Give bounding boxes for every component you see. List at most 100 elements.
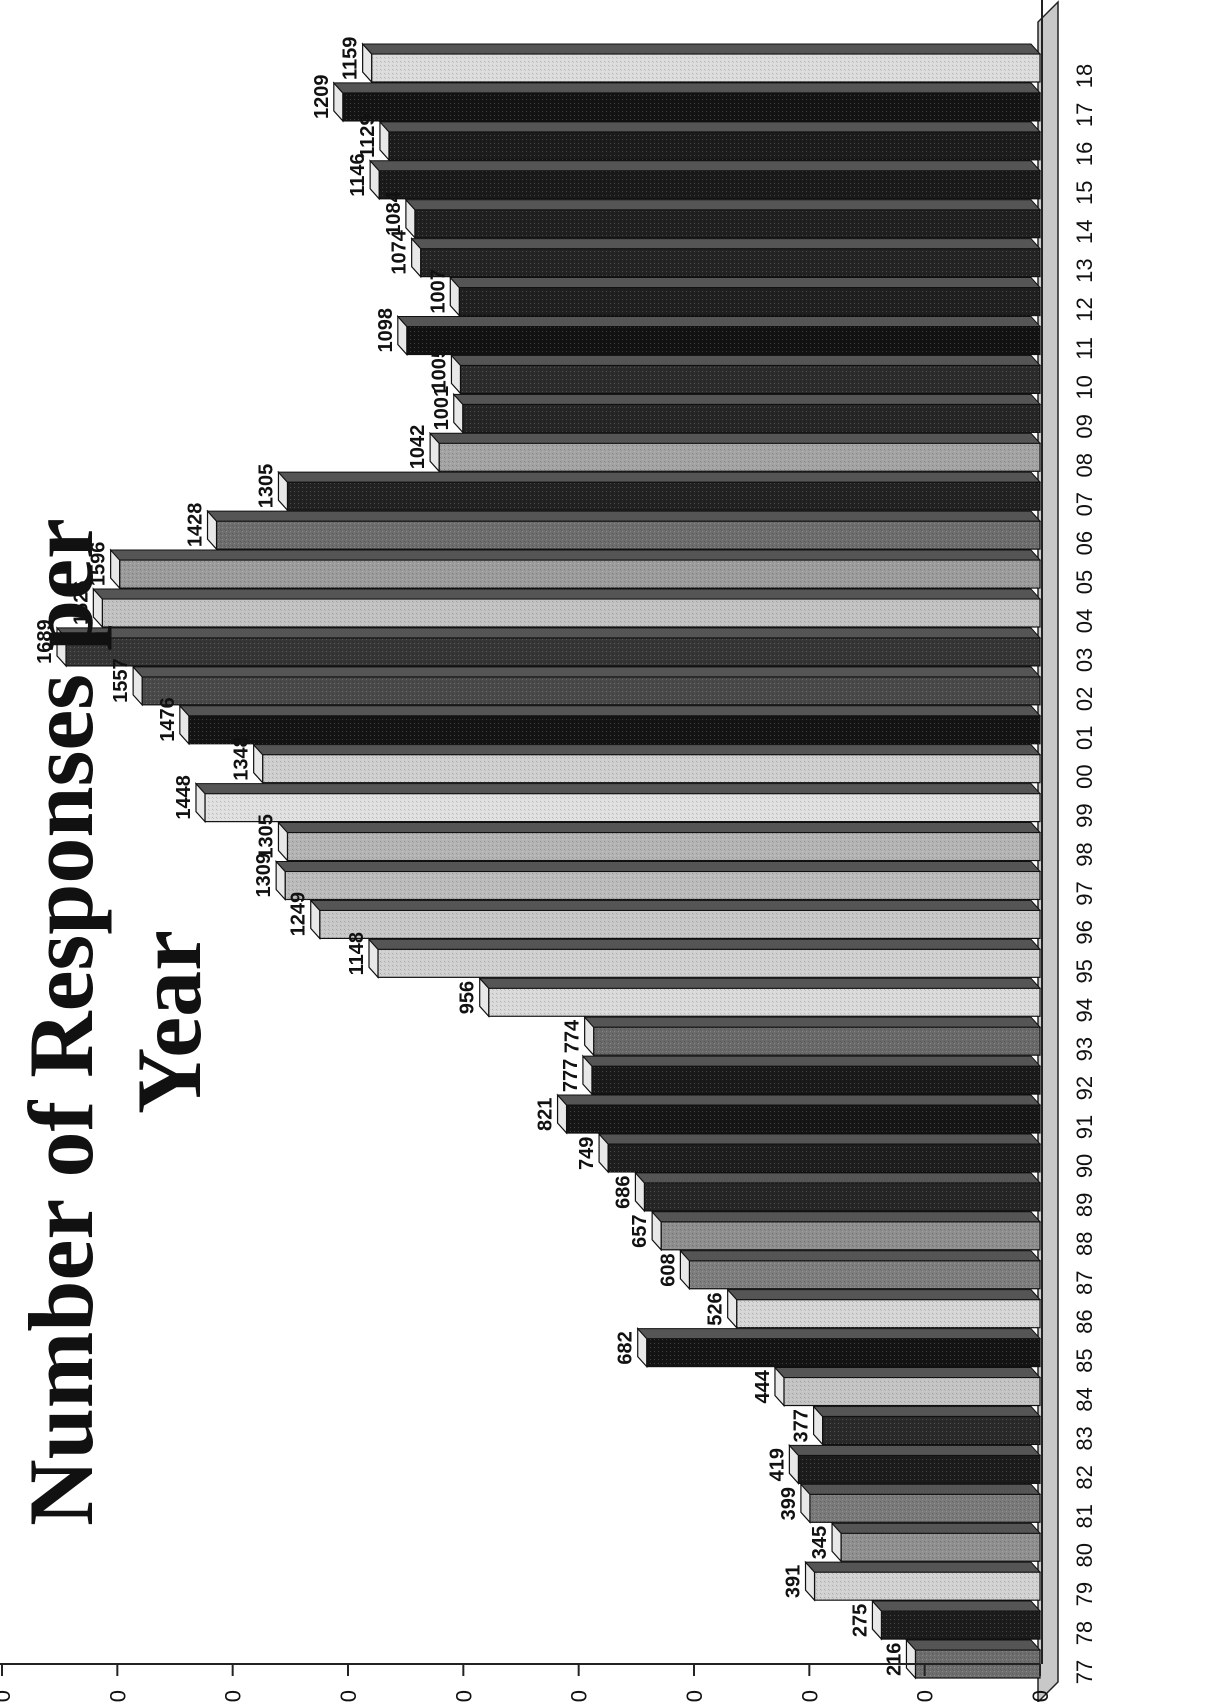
- bar-texture-15: [379, 170, 1040, 199]
- bar-00: [252, 743, 1042, 785]
- bar-texture-16: [388, 131, 1040, 160]
- data-label-06: 1428: [185, 503, 207, 548]
- bar-05: [109, 548, 1042, 590]
- data-label-05: 1596: [88, 542, 110, 587]
- bar-side-07: [277, 471, 1042, 483]
- bar-84: [773, 1365, 1042, 1408]
- data-label-83: 377: [791, 1409, 813, 1442]
- bar-77: [905, 1638, 1042, 1680]
- data-label-93: 774: [562, 1019, 584, 1053]
- category-label-16: 16: [1072, 142, 1097, 166]
- category-label-77: 77: [1072, 1660, 1097, 1684]
- bar-side-85: [636, 1328, 1042, 1340]
- bar-side-78: [871, 1600, 1042, 1612]
- bar-16: [378, 120, 1042, 162]
- bar-side-04: [92, 588, 1042, 600]
- category-label-99: 99: [1072, 803, 1097, 827]
- bar-side-94: [478, 977, 1042, 989]
- bar-98: [277, 820, 1042, 863]
- bar-91: [556, 1093, 1042, 1135]
- bar-texture-88: [661, 1221, 1040, 1250]
- bar-side-16: [378, 121, 1042, 133]
- bar-12: [449, 275, 1042, 318]
- data-label-08: 1042: [407, 425, 429, 470]
- bar-texture-82: [798, 1455, 1040, 1484]
- bar-side-00: [252, 744, 1042, 756]
- bar-side-93: [583, 1016, 1042, 1028]
- bar-texture-81: [809, 1494, 1040, 1523]
- bar-side-02: [132, 666, 1042, 678]
- bar-texture-98: [287, 832, 1040, 861]
- bar-texture-96: [319, 910, 1040, 939]
- bar-texture-80: [841, 1533, 1040, 1562]
- bar-texture-91: [566, 1105, 1040, 1134]
- bar-side-12: [449, 277, 1042, 289]
- bar-02: [132, 665, 1042, 707]
- bar-texture-01: [188, 715, 1040, 744]
- bar-side-95: [367, 938, 1042, 950]
- bar-79: [804, 1560, 1042, 1602]
- data-label-09: 1001: [431, 386, 453, 431]
- bar-86: [726, 1288, 1042, 1330]
- category-label-02: 02: [1072, 687, 1097, 711]
- category-label-78: 78: [1072, 1621, 1097, 1645]
- bar-side-05: [109, 549, 1042, 561]
- bar-side-77: [905, 1639, 1042, 1651]
- bar-texture-06: [216, 521, 1040, 550]
- category-label-90: 90: [1072, 1154, 1097, 1178]
- data-label-89: 686: [612, 1176, 634, 1209]
- bar-texture-94: [488, 988, 1040, 1017]
- bar-18: [361, 42, 1042, 84]
- bar-97: [275, 859, 1042, 902]
- data-label-03: 1689: [34, 619, 56, 664]
- category-label-01: 01: [1072, 726, 1097, 750]
- category-label-18: 18: [1072, 64, 1097, 88]
- bar-side-83: [812, 1405, 1042, 1417]
- bar-texture-83: [822, 1416, 1041, 1445]
- bar-95: [367, 937, 1042, 979]
- category-label-95: 95: [1072, 959, 1097, 983]
- value-tick-label-1200: 1200: [336, 1690, 361, 1702]
- category-label-84: 84: [1072, 1387, 1097, 1411]
- bar-side-15: [369, 160, 1042, 172]
- data-label-07: 1305: [255, 464, 277, 509]
- data-label-81: 399: [778, 1487, 800, 1520]
- bar-side-03: [55, 627, 1042, 639]
- category-label-14: 14: [1072, 219, 1097, 243]
- bar-texture-89: [644, 1182, 1040, 1211]
- bar-texture-03: [66, 637, 1040, 666]
- bar-texture-07: [287, 482, 1040, 511]
- bar-80: [830, 1521, 1042, 1563]
- bar-texture-14: [414, 209, 1041, 238]
- data-label-14: 1084: [383, 190, 405, 235]
- data-label-90: 749: [576, 1137, 598, 1170]
- bar-81: [799, 1482, 1042, 1524]
- bar-15: [369, 159, 1042, 201]
- bar-06: [206, 509, 1042, 551]
- data-label-92: 777: [560, 1059, 582, 1092]
- value-tick-label-600: 600: [682, 1690, 707, 1702]
- bar-texture-87: [689, 1260, 1040, 1289]
- bar-side-80: [830, 1522, 1042, 1534]
- bar-texture-99: [204, 793, 1040, 822]
- bar-side-17: [332, 82, 1042, 94]
- data-label-85: 682: [615, 1331, 637, 1364]
- bar-texture-11: [406, 326, 1040, 355]
- bar-texture-97: [285, 871, 1041, 900]
- bar-09: [452, 392, 1042, 434]
- category-label-15: 15: [1072, 181, 1097, 205]
- bar-side-99: [194, 783, 1042, 795]
- bar-side-84: [773, 1366, 1042, 1378]
- bar-87: [679, 1249, 1042, 1291]
- category-label-11: 11: [1072, 337, 1097, 360]
- bar-side-86: [726, 1289, 1042, 1301]
- category-label-86: 86: [1072, 1309, 1097, 1333]
- bar-texture-08: [439, 443, 1040, 472]
- data-label-13: 1074: [389, 229, 411, 274]
- category-label-89: 89: [1072, 1193, 1097, 1217]
- bar-texture-09: [462, 404, 1040, 433]
- data-label-99: 1448: [173, 775, 195, 820]
- data-label-86: 526: [705, 1292, 727, 1325]
- value-tick-label-800: 800: [567, 1690, 592, 1702]
- bar-texture-04: [102, 598, 1040, 627]
